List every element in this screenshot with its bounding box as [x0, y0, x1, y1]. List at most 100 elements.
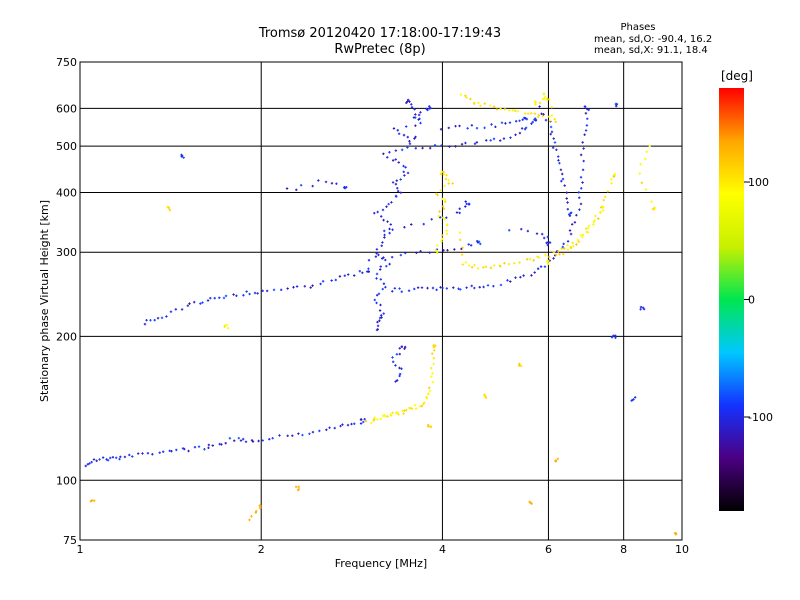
colorbar-tick-label: 100 [748, 176, 769, 189]
data-point-o [506, 279, 509, 282]
data-point-x [541, 114, 544, 118]
data-point-o [197, 445, 201, 448]
data-point-o [241, 437, 245, 441]
data-point-x [465, 96, 468, 99]
data-point-x [386, 415, 389, 418]
data-point-x [447, 182, 450, 185]
data-point-x [473, 102, 476, 105]
data-point-o [397, 132, 401, 135]
data-point-o [394, 380, 397, 383]
data-point-o [358, 269, 362, 273]
x-tick-label: 8 [620, 543, 627, 556]
data-point-o [346, 273, 350, 276]
data-point-x [503, 107, 507, 111]
data-point-o [565, 197, 568, 200]
data-point-o [419, 121, 422, 125]
data-point-x [528, 257, 532, 261]
data-point-o [382, 312, 385, 315]
data-point-o [95, 459, 98, 463]
y-tick-label: 500 [56, 140, 77, 153]
data-point-o [567, 213, 571, 216]
data-point-x [254, 509, 258, 513]
data-point-x [554, 120, 557, 124]
data-point-o [131, 455, 134, 458]
data-point-o [245, 290, 248, 293]
data-point-o [535, 232, 539, 235]
data-point-o [410, 103, 413, 106]
data-point-x [513, 261, 516, 265]
data-point-o [614, 334, 617, 337]
y-tick-label: 100 [56, 474, 77, 487]
data-point-o [540, 112, 543, 115]
data-point-o [473, 142, 477, 145]
data-point-x [593, 219, 596, 222]
data-point-o [346, 423, 350, 427]
data-point-o [182, 156, 185, 159]
data-point-o [384, 258, 387, 262]
data-point-o [614, 336, 617, 339]
data-point-o [373, 298, 376, 302]
data-point-o [161, 450, 165, 453]
data-point-x [566, 244, 569, 247]
data-point-x [606, 190, 610, 193]
data-point-x [433, 349, 436, 352]
data-point-o [403, 226, 406, 229]
data-point-x [511, 109, 514, 112]
data-point-o [111, 456, 115, 459]
data-point-x [167, 206, 171, 210]
data-point-x [541, 97, 545, 101]
data-point-o [639, 308, 642, 311]
data-point-x [391, 411, 394, 414]
data-point-o [631, 398, 634, 402]
data-point-x [483, 395, 487, 398]
data-point-x [566, 248, 570, 251]
data-point-o [458, 124, 461, 128]
data-point-o [489, 139, 492, 142]
y-tick-label: 75 [63, 534, 77, 547]
data-point-x [225, 323, 229, 327]
data-point-o [431, 286, 435, 290]
data-point-o [406, 135, 409, 139]
data-point-o [222, 296, 226, 300]
data-point-o [101, 456, 105, 459]
data-point-o [561, 177, 565, 181]
data-point-x [441, 197, 444, 201]
data-point-x [538, 256, 541, 259]
data-point-o [558, 161, 561, 165]
data-point-o [379, 268, 382, 271]
x-tick-labels: 1 2 4 6 8 10 [77, 543, 690, 556]
data-point-o [475, 126, 479, 130]
data-point-o [335, 182, 338, 185]
data-point-x [644, 157, 647, 161]
data-point-o [565, 191, 568, 194]
data-point-o [295, 285, 299, 288]
data-point-o [418, 117, 421, 121]
data-point-o [504, 122, 507, 125]
data-point-o [492, 284, 495, 288]
data-point-x [389, 414, 393, 417]
data-point-x [560, 247, 563, 250]
data-point-o [98, 458, 101, 461]
data-point-o [396, 129, 399, 132]
data-point-o [160, 316, 164, 320]
data-point-o [478, 286, 481, 289]
data-point-o [413, 137, 416, 140]
data-point-x [427, 425, 430, 428]
data-point-x [442, 207, 446, 210]
data-point-o [420, 286, 424, 289]
data-point-o [642, 307, 646, 311]
data-point-o [581, 141, 584, 144]
data-point-x [447, 178, 450, 182]
data-point-x [650, 200, 653, 203]
data-point-x [575, 243, 578, 246]
data-point-o [428, 146, 432, 150]
data-point-o [145, 318, 148, 322]
data-point-o [232, 293, 235, 296]
data-point-o [531, 120, 535, 124]
data-point-o [520, 227, 523, 231]
data-point-o [393, 287, 397, 290]
data-point-x [538, 101, 542, 105]
data-point-o [387, 202, 390, 206]
data-point-x [440, 240, 443, 243]
data-point-x [556, 457, 559, 461]
